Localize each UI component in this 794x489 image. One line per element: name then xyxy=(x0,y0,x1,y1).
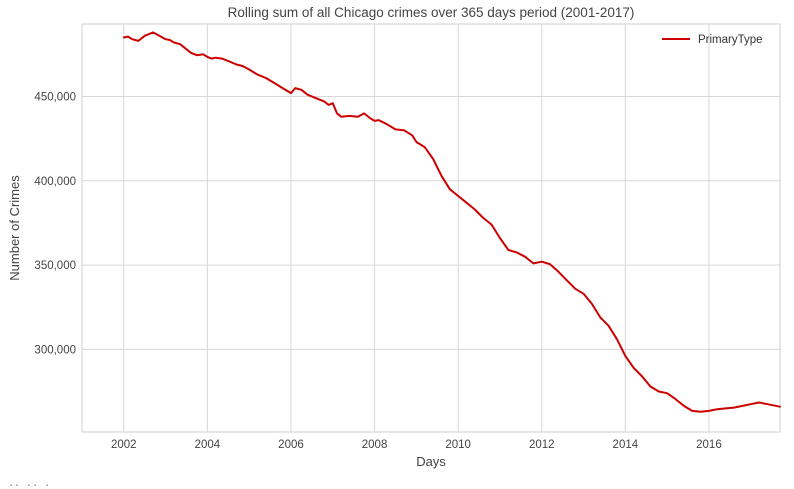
y-tick-label: 350,000 xyxy=(34,260,76,272)
series-line-primarytype xyxy=(122,31,781,413)
y-tick-label: 300,000 xyxy=(34,344,76,356)
x-tick-label: 2016 xyxy=(696,439,722,451)
y-tick-labels: 300,000 350,000 400,000 450,000 xyxy=(34,91,76,356)
y-tick-label: 450,000 xyxy=(34,91,76,103)
legend-label-primarytype: PrimaryType xyxy=(698,34,763,46)
x-tick-labels: 2002 2004 2006 2008 2010 2012 2014 2016 xyxy=(111,439,722,451)
series-layer xyxy=(122,31,781,413)
y-axis-label: Number of Crimes xyxy=(7,175,22,281)
x-tick-label: 2012 xyxy=(529,439,555,451)
x-tick-label: 2014 xyxy=(613,439,639,451)
x-axis-label: Days xyxy=(416,454,446,469)
chart-title: Rolling sum of all Chicago crimes over 3… xyxy=(228,5,635,20)
x-tick-label: 2010 xyxy=(445,439,471,451)
x-tick-label: 2002 xyxy=(111,439,137,451)
plot-area-frame xyxy=(81,23,781,433)
x-tick-label: 2008 xyxy=(362,439,388,451)
x-tick-label: 2006 xyxy=(278,439,304,451)
y-tick-label: 400,000 xyxy=(34,176,76,188)
footer-snippet: .. .. . xyxy=(8,478,51,489)
legend: PrimaryType xyxy=(662,34,763,46)
x-tick-label: 2004 xyxy=(195,439,221,451)
